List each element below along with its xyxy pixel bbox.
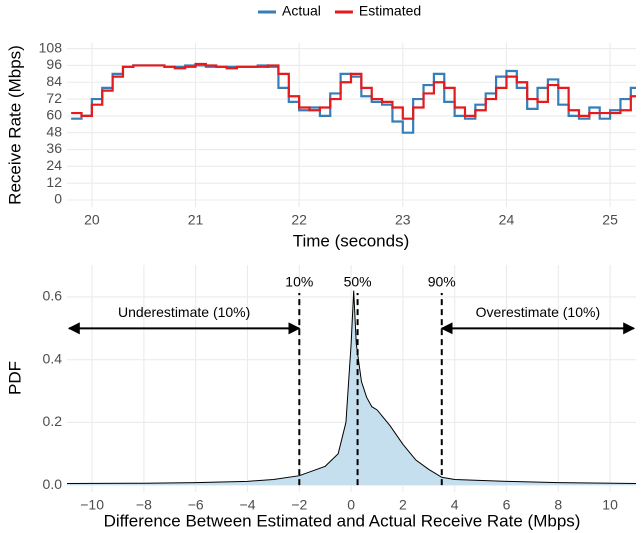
x-tick-label: −6 [188,497,204,513]
y-tick-label: 96 [46,56,62,72]
range-label: Overestimate (10%) [476,304,600,320]
range-label: Underestimate (10%) [118,304,250,320]
x-tick-label: −10 [80,497,104,513]
y-tick-label: 84 [46,73,62,89]
y-tick-label: 24 [46,157,62,173]
x-tick-label: 6 [503,497,511,513]
x-tick-label: 0 [347,497,355,513]
y-tick-label: 108 [39,39,63,55]
y-tick-label: 72 [46,90,62,106]
series-line [71,62,636,120]
quantile-label: 90% [428,274,456,290]
x-tick-label: 22 [291,212,307,228]
x-tick-label: 25 [602,212,618,228]
plot-area [67,290,636,486]
density-area [67,290,636,486]
x-tick-label: 21 [188,212,204,228]
y-tick-label: 36 [46,140,62,156]
y-tick-label: 0.0 [43,476,63,492]
plot-area [71,62,636,134]
legend-label: Estimated [359,3,421,19]
x-tick-label: 8 [554,497,562,513]
x-axis-title: Difference Between Estimated and Actual … [104,511,581,530]
quantile-label: 10% [285,274,313,290]
y-tick-label: 0 [54,191,62,207]
x-tick-label: 10 [602,497,618,513]
x-tick-label: 2 [399,497,407,513]
x-tick-label: −8 [136,497,152,513]
y-tick-label: 0.4 [43,350,63,366]
x-tick-label: −4 [240,497,256,513]
quantile-label: 50% [344,274,372,290]
legend-label: Actual [282,3,321,19]
x-tick-label: 4 [451,497,459,513]
x-tick-label: −2 [291,497,307,513]
y-tick-label: 12 [46,174,62,190]
y-tick-label: 0.6 [43,288,63,304]
x-axis-title: Time (seconds) [293,231,410,250]
y-axis-title: Receive Rate (Mbps) [5,45,24,205]
y-axis-title: PDF [5,361,24,395]
y-tick-label: 60 [46,107,62,123]
x-tick-label: 20 [84,212,100,228]
x-tick-label: 23 [395,212,411,228]
density-line [67,290,636,485]
x-tick-label: 24 [499,212,515,228]
y-tick-label: 48 [46,123,62,139]
y-tick-label: 0.2 [43,413,63,429]
